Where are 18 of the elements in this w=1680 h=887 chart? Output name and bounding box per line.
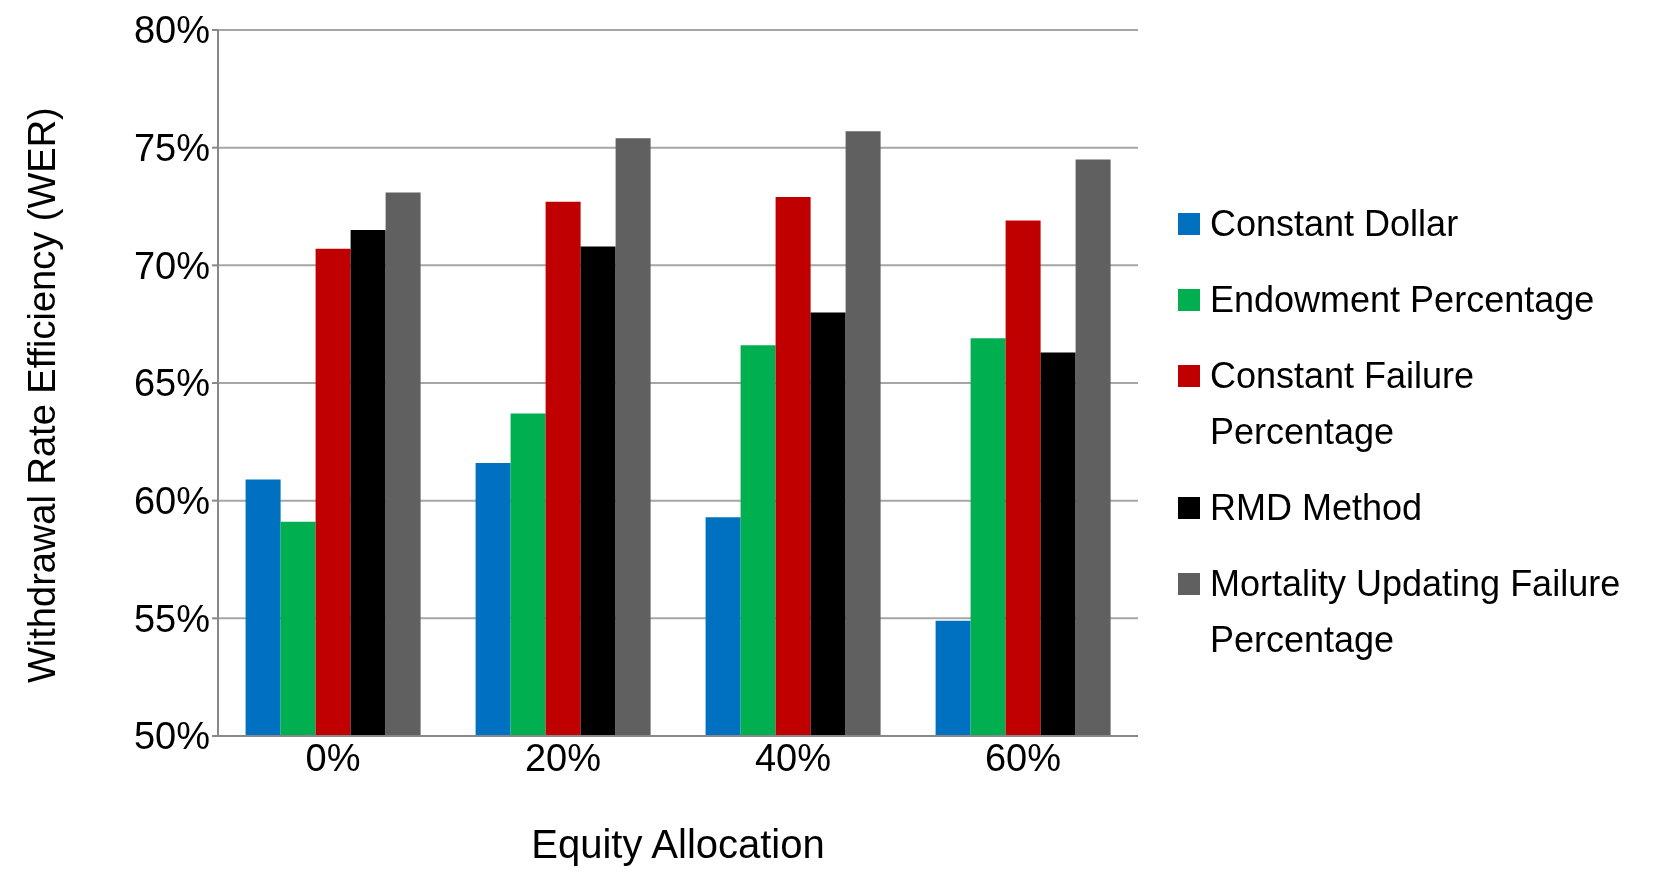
y-tick-label: 60% [133,480,210,523]
x-axis-title: Equity Allocation [531,822,825,866]
x-tick-label: 20% [524,736,602,779]
y-axis-title: Withdrawal Rate Efficiency (WER) [21,107,64,683]
x-tick-label: 60% [984,736,1062,779]
y-tick-label: 80% [133,9,210,52]
x-tick-label: 40% [754,736,832,779]
y-tick-label: 70% [133,244,210,287]
y-tick-label: 55% [133,597,210,640]
legend-label: Mortality Updating Failure Percentage [1210,562,1622,662]
y-tick-label: 75% [133,127,210,170]
legend-label: RMD Method [1210,486,1423,530]
x-tick-label: 0% [305,736,361,779]
y-tick-label: 65% [133,362,210,405]
legend-label: Constant Dollar [1210,202,1459,246]
y-tick-label: 50% [133,715,210,758]
legend-label: Endowment Percentage [1210,278,1595,322]
legend-label: Constant Failure Percentage [1210,354,1476,454]
